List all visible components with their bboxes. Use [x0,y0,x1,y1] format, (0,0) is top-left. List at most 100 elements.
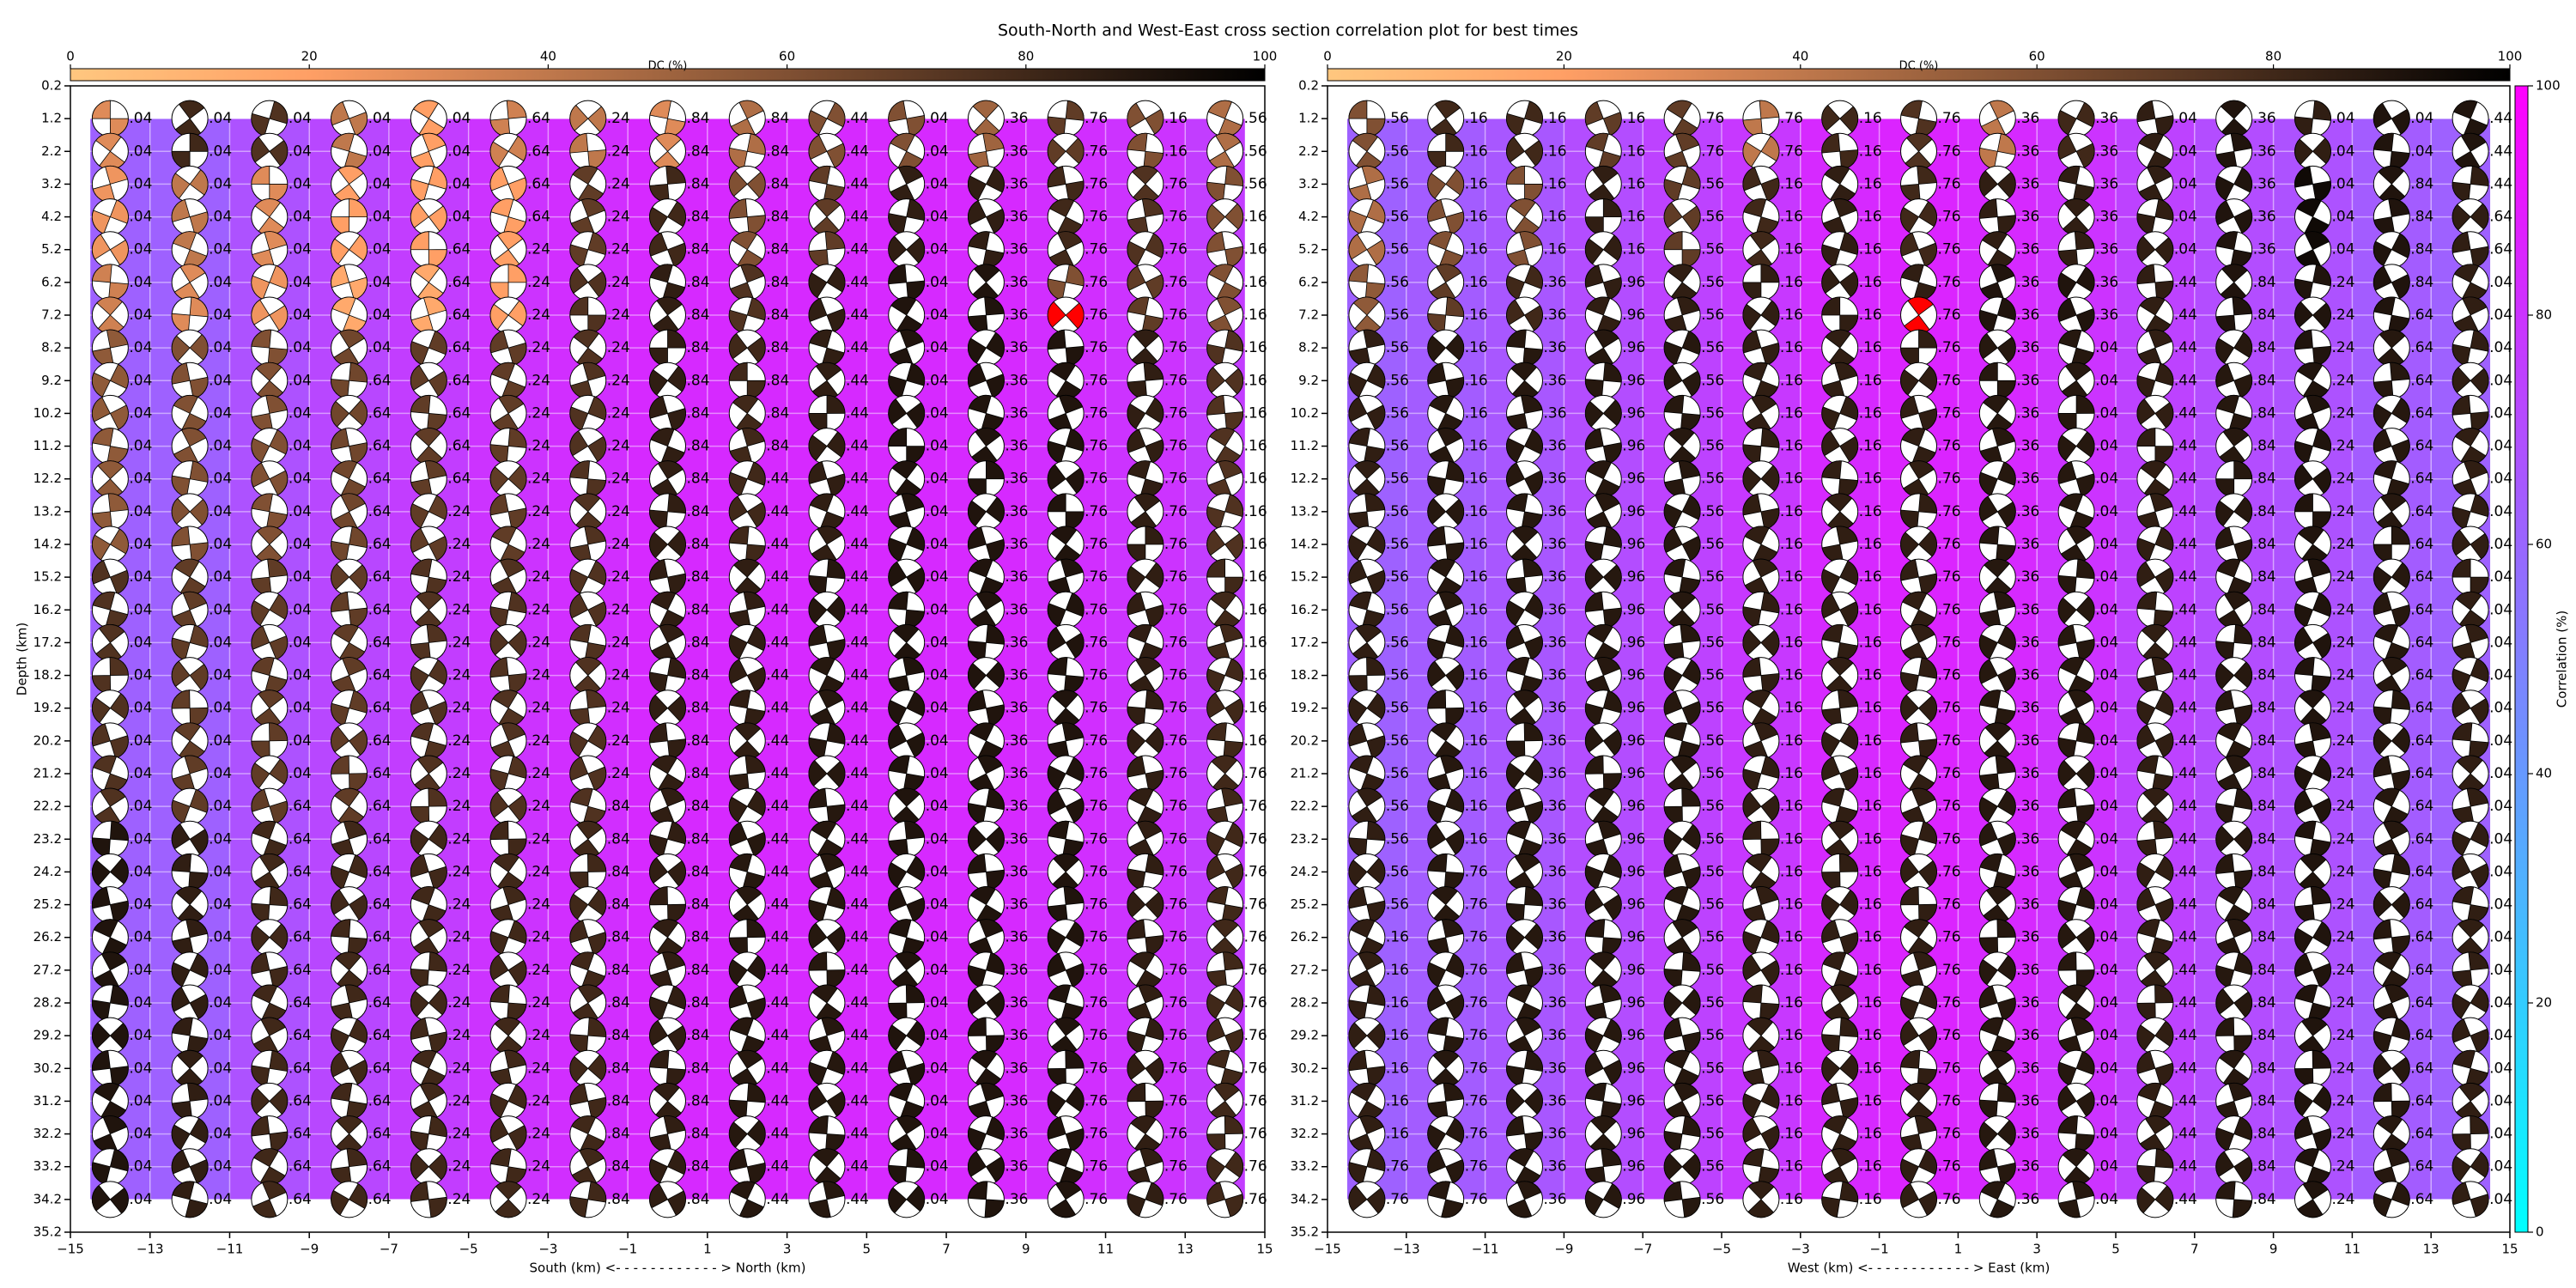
beachball-label: .04 [129,994,152,1012]
dc-colorbar-tick-label: 100 [1253,49,1278,64]
beachball-label: .36 [1544,1191,1567,1208]
beachball-label: .56 [1701,372,1724,389]
beachball-label: .16 [1780,994,1803,1012]
x-tick-label: 11 [2344,1242,2360,1257]
beachball-label: .36 [1544,1158,1567,1176]
beachball-label: .04 [289,404,312,422]
beachball-label: .76 [1938,798,1961,815]
beachball [251,136,289,167]
beachball-label: .76 [1701,110,1724,127]
beachball-label: .04 [289,143,312,160]
beachball-label: .04 [926,667,949,684]
beachball-label: .76 [1164,1092,1188,1109]
beachball-label: .76 [1244,896,1267,914]
beachball-label: .36 [2016,1191,2039,1208]
beachball-label: .24 [2332,1191,2355,1208]
x-tick-label: 13 [1177,1242,1194,1257]
beachball-label: .16 [1859,241,1882,258]
beachball-label: .44 [2174,339,2197,356]
beachball-label: .04 [289,241,312,258]
beachball-label: .16 [1386,1126,1409,1143]
beachball-label: .84 [2253,1027,2276,1044]
beachball-label: .84 [2253,634,2276,651]
beachball-label: .36 [1544,863,1567,880]
beachball-label: .64 [2410,994,2433,1012]
beachball-label: .76 [1084,1191,1108,1208]
beachball [489,300,527,331]
beachball-label: .76 [1244,765,1267,782]
beachball-label: .56 [1386,110,1409,127]
beachball-label: .96 [1622,1027,1645,1044]
beachball-label: .04 [2095,863,2118,880]
beachball-label: .64 [368,1158,392,1176]
beachball-label: .04 [2095,798,2118,815]
beachball-label: .04 [289,175,312,192]
y-tick-label: 7.2 [1298,307,1319,323]
beachball-label: .24 [527,372,550,389]
beachball-label: .64 [447,307,471,324]
beachball-label: .36 [2016,667,2039,684]
beachball-label: .76 [1164,274,1188,291]
beachball-label: .04 [209,307,232,324]
beachball [808,134,846,168]
beachball [489,135,527,167]
beachball-label: .76 [1164,241,1188,258]
beachball-label: .16 [1622,143,1645,160]
beachball-label: .44 [2174,601,2197,618]
y-tick-label: 20.2 [33,732,62,748]
beachball-label: .04 [129,700,152,717]
beachball-label: .04 [926,503,949,520]
beachball-label: .76 [1084,372,1108,389]
beachball [728,170,766,198]
beachball-label: .16 [1780,241,1803,258]
beachball-label: .56 [1701,994,1724,1012]
beachball-label: .16 [1780,503,1803,520]
beachball-label: .36 [1544,307,1567,324]
beachball-label: .04 [2095,1027,2118,1044]
beachball-label: .56 [1701,536,1724,553]
beachball-label: .16 [1465,241,1488,258]
beachball-label: .16 [1859,471,1882,488]
beachball-label: .44 [846,798,869,815]
beachball-label: .44 [766,601,789,618]
beachball-label: .36 [2016,896,2039,914]
beachball-label: .16 [1244,471,1267,488]
beachball-label: .24 [527,307,550,324]
beachball-label: .56 [1701,896,1724,914]
beachball-label: .16 [1465,339,1488,356]
beachball-label: .44 [846,1027,869,1044]
beachball-label: .24 [2332,307,2355,324]
dc-colorbar-tick-label: 0 [1323,49,1332,64]
beachball-label: .96 [1622,798,1645,815]
beachball-label: .76 [1164,994,1188,1012]
beachball-label: .76 [1164,503,1188,520]
beachball-label: .44 [846,372,869,389]
beachball-label: .84 [2253,1126,2276,1143]
beachball-label: .36 [1005,372,1028,389]
beachball-label: .16 [1859,274,1882,291]
beachball-label: .36 [2016,274,2039,291]
beachball-label: .76 [1938,241,1961,258]
beachball-label: .04 [129,143,152,160]
beachball-label: .04 [209,1092,232,1109]
beachball-label: .36 [1005,1158,1028,1176]
beachball-label: .36 [1005,1126,1028,1143]
beachball-label: .16 [1780,798,1803,815]
beachball-label: .36 [2253,110,2276,127]
beachball-label: .04 [209,536,232,553]
beachball-label: .76 [1084,143,1108,160]
beachball-label: .04 [129,110,152,127]
beachball-label: .64 [368,667,392,684]
beachball-label: .24 [447,798,471,815]
beachball [888,398,926,428]
beachball-label: .64 [2410,634,2433,651]
beachball-label: .76 [1164,339,1188,356]
beachball-label: .04 [926,404,949,422]
beachball-label: .04 [926,962,949,979]
figure-title: South-North and West-East cross section … [998,21,1578,40]
beachball-label: .24 [527,1126,550,1143]
beachball-label: .76 [1938,1027,1961,1044]
beachball-label: .36 [1005,994,1028,1012]
beachball-label: .16 [1859,568,1882,586]
beachball-label: .76 [1164,209,1188,226]
